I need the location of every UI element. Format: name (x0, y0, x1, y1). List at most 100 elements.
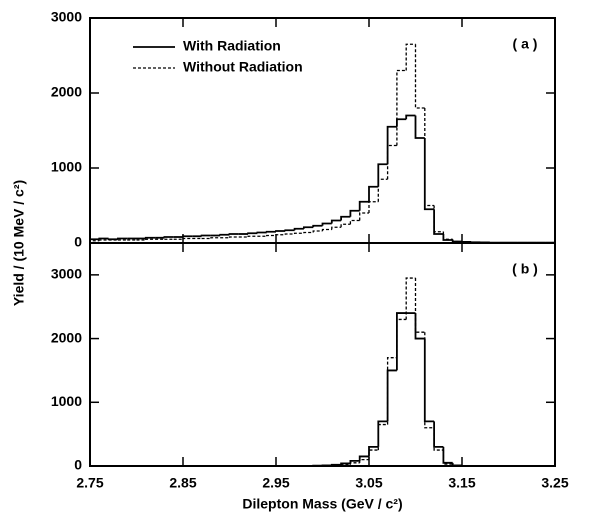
histogram-bin (424, 108, 435, 207)
histogram-bin (414, 278, 425, 333)
histogram-bin (275, 230, 286, 232)
plot-frame (89, 242, 556, 467)
y-tick-label: 3000 (51, 266, 82, 282)
histogram-bin (349, 209, 360, 217)
legend-label: Without Radiation (183, 59, 303, 75)
histogram-bin (228, 236, 239, 238)
histogram-bin (396, 118, 407, 127)
histogram-bin (98, 237, 109, 240)
histogram-bin (368, 185, 379, 202)
y-tick-label: 2000 (51, 329, 82, 345)
histogram-bin (433, 209, 444, 235)
histogram-bin (228, 233, 239, 235)
histogram-bin (145, 238, 156, 240)
histogram-bin (423, 138, 435, 211)
y-tick-label: 2000 (51, 84, 82, 100)
histogram-bin (144, 236, 156, 239)
histogram-bin (368, 445, 379, 457)
histogram-bin (452, 239, 462, 243)
histogram-bin (284, 233, 295, 235)
histogram-bin (200, 234, 211, 237)
histogram-bin (423, 338, 435, 423)
histogram-bin (163, 236, 174, 238)
histogram-bin (107, 238, 118, 241)
histogram-bin (321, 222, 332, 226)
y-tick-label: 0 (74, 234, 82, 250)
histogram-bin (386, 357, 397, 425)
histogram-bin (182, 235, 193, 238)
histogram-bin (312, 224, 323, 228)
histogram-bin (414, 313, 425, 340)
x-tick-label: 3.25 (541, 475, 568, 491)
x-tick-label: 2.95 (262, 475, 289, 491)
histogram-bin (349, 219, 360, 225)
x-axis-label: Dilepton Mass (GeV / c²) (242, 496, 402, 512)
histogram-bin (442, 450, 453, 465)
histogram-bin (284, 229, 295, 232)
histogram-bin (414, 115, 425, 139)
histogram-bin (433, 421, 444, 448)
histogram-bin (405, 277, 416, 320)
histogram-bin (293, 232, 304, 234)
x-tick-label: 3.05 (355, 475, 382, 491)
y-tick-label: 3000 (51, 9, 82, 25)
panel-label: ( b ) (512, 261, 538, 277)
x-tick-label: 3.15 (448, 475, 475, 491)
histogram-bin (331, 226, 342, 230)
panel-label: ( a ) (513, 36, 538, 52)
histogram-bin (321, 228, 332, 231)
y-tick-label: 1000 (51, 159, 82, 175)
histogram-bin (377, 163, 388, 187)
histogram-bin (210, 237, 221, 239)
y-tick-label: 0 (74, 457, 82, 473)
histogram-bin (358, 200, 369, 211)
histogram-bin (386, 369, 397, 422)
histogram-bin (442, 446, 453, 464)
histogram-bin (433, 427, 444, 451)
histogram-bin (414, 44, 425, 109)
x-tick-label: 2.85 (169, 475, 196, 491)
y-tick-label: 1000 (51, 393, 82, 409)
histogram-bin (98, 239, 109, 241)
histogram-bin (424, 332, 435, 429)
histogram-bin (396, 318, 407, 358)
histogram-bin (377, 423, 388, 451)
histogram-bin (219, 233, 230, 236)
histogram-bin (368, 449, 379, 460)
histogram-bin (377, 178, 388, 202)
histogram-bin (405, 43, 416, 71)
histogram-bin (396, 69, 407, 146)
histogram-bin (349, 462, 360, 465)
histogram-bin (340, 223, 351, 228)
histogram-bin (368, 201, 379, 213)
histogram-bin (303, 231, 314, 234)
histogram-bin (182, 237, 193, 240)
histogram-bin (386, 144, 397, 180)
histogram-bin (359, 212, 369, 221)
plot-frame (89, 17, 556, 244)
histogram-bin (293, 227, 304, 231)
histogram-bin (405, 114, 416, 120)
histogram-bin (451, 462, 462, 467)
histogram-bin (266, 234, 276, 237)
histogram-bin (247, 232, 258, 235)
histogram-bin (256, 231, 267, 234)
histogram-bin (275, 234, 286, 236)
histogram-bin (303, 226, 314, 229)
legend-label: With Radiation (183, 38, 281, 54)
histogram-bin (396, 312, 407, 371)
histogram-bin (358, 455, 369, 461)
histogram-bin (117, 237, 128, 240)
x-tick-label: 2.75 (76, 475, 103, 491)
histogram-bin (433, 205, 444, 233)
histogram-bin (359, 458, 369, 463)
histogram-bin (340, 215, 351, 221)
histogram-bin (330, 219, 342, 224)
histogram-bin (442, 234, 453, 241)
histogram-bin (265, 230, 276, 233)
histogram-bin (247, 235, 258, 237)
y-axis-label: Yield / (10 MeV / c²) (11, 180, 27, 306)
histogram-bin (442, 231, 453, 240)
histogram-bin (312, 230, 323, 233)
